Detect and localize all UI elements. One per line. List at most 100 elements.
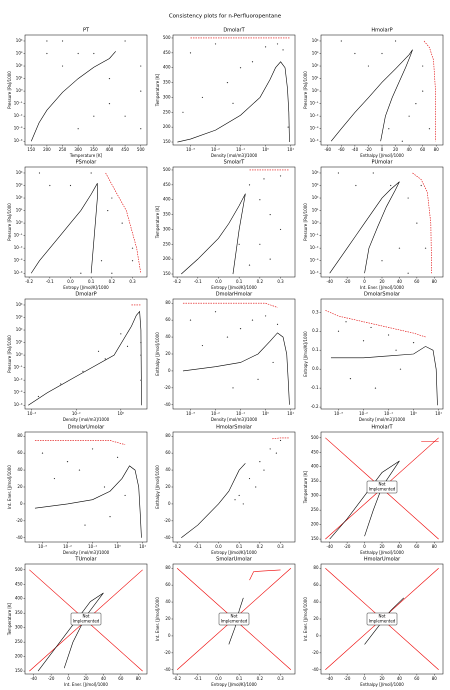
panel-title: HmolarUmolar (364, 557, 401, 563)
data-point (355, 184, 357, 187)
y-tick-label: 250 (15, 639, 23, 644)
data-point (399, 368, 402, 370)
y-tick-label: 400 (15, 596, 23, 601)
data-point (140, 379, 142, 381)
y-axis-label: Int. Ener. [J/mol]/1000 (7, 465, 12, 509)
curve (249, 569, 281, 581)
y-tick-label: 10⁻² (14, 377, 23, 382)
curve (28, 310, 142, 406)
y-tick-label: -40 (312, 667, 319, 672)
plot-frame (320, 166, 444, 278)
x-axis-label: Density [mol/m3]/1000 (63, 417, 110, 422)
y-tick-label: 10¹ (16, 76, 23, 81)
data-point (259, 243, 261, 245)
x-tick-label: -20 (48, 676, 55, 681)
x-tick-label: 0.1 (236, 279, 243, 284)
annotation-text: Not (378, 482, 385, 487)
data-point (264, 46, 267, 48)
plot-frame (320, 34, 444, 146)
y-tick-label: 40 (165, 599, 171, 604)
curve (105, 172, 142, 274)
y-tick-label: 60 (165, 450, 171, 455)
x-tick-label: 400 (106, 147, 114, 152)
data-point (140, 90, 142, 92)
plot-frame (24, 34, 148, 146)
x-tick-label: 0.3 (277, 544, 284, 549)
y-tick-label: 400 (311, 464, 319, 469)
data-point (257, 378, 259, 380)
x-axis-label: Density [mol/m3]/1000 (211, 153, 258, 158)
y-tick-label: 10⁻³ (310, 126, 319, 131)
x-tick-label: -80 (325, 147, 332, 152)
data-point (77, 128, 79, 130)
data-point (77, 52, 79, 55)
data-point (46, 40, 48, 42)
data-point (381, 260, 383, 262)
data-point (121, 222, 123, 224)
y-tick-label: 10³ (312, 51, 319, 56)
y-axis-label: Pressure [Pa]/1000 (7, 335, 12, 373)
x-tick-label: 450 (121, 147, 129, 152)
y-tick-label: 10⁻¹ (310, 233, 319, 238)
data-point (238, 243, 240, 245)
x-tick-label: 80 (434, 147, 440, 152)
y-tick-label: 200 (163, 124, 171, 129)
data-point (189, 319, 192, 321)
y-tick-label: 10⁻³ (14, 126, 23, 131)
data-point (395, 349, 397, 351)
x-tick-label: 10⁰ (117, 411, 124, 416)
data-point (232, 387, 234, 389)
y-tick-label: 10⁻¹ (310, 101, 319, 106)
data-point (276, 323, 279, 325)
y-tick-label: 150 (15, 668, 23, 673)
data-point (259, 461, 261, 463)
y-tick-label: -40 (164, 402, 171, 407)
data-point (124, 115, 126, 117)
data-point (388, 128, 390, 130)
curve (325, 310, 426, 338)
y-tick-label: 450 (311, 449, 319, 454)
data-point (408, 115, 410, 117)
data-point (238, 494, 240, 497)
x-tick-label: 80 (432, 544, 438, 549)
y-tick-label: 20 (165, 484, 171, 489)
data-point (124, 494, 126, 497)
data-point (214, 43, 217, 45)
data-point (259, 199, 261, 201)
data-point (372, 172, 374, 174)
y-tick-label: -20 (164, 518, 171, 523)
data-point (226, 81, 229, 84)
curve (412, 172, 432, 274)
y-tick-label: -20 (164, 385, 171, 390)
data-point (248, 477, 251, 480)
y-tick-label: 0.0 (312, 366, 319, 371)
y-tick-label: 500 (15, 567, 23, 572)
x-tick-label: 20 (379, 279, 385, 284)
data-point (401, 140, 403, 142)
curve (182, 332, 290, 405)
y-tick-label: -0.2 (311, 404, 319, 409)
x-tick-label: -0.1 (46, 279, 54, 284)
x-tick-label: 0.0 (67, 279, 74, 284)
data-point (232, 102, 234, 104)
x-tick-label: 10⁻³ (334, 411, 343, 416)
curve (364, 181, 400, 274)
plot-frame (24, 166, 148, 278)
data-point (248, 184, 251, 186)
curve (30, 183, 98, 274)
y-tick-label: 10⁰ (312, 220, 319, 225)
panel-title: SmolarUmolar (216, 557, 253, 563)
data-point (275, 452, 277, 454)
x-tick-label: -40 (326, 676, 333, 681)
annotation-box (366, 480, 398, 494)
y-tick-label: 20 (17, 484, 23, 489)
x-axis-label: Enthalpy [J/mol]/1000 (360, 682, 404, 687)
x-tick-label: 0.2 (257, 676, 264, 681)
y-tick-label: 300 (163, 226, 171, 231)
data-point (276, 43, 279, 45)
x-tick-label: 60 (414, 544, 420, 549)
y-tick-label: 350 (163, 212, 171, 217)
data-point (428, 128, 431, 130)
y-axis-label: Pressure [Pa]/1000 (303, 71, 308, 109)
x-tick-label: 0 (67, 676, 70, 681)
